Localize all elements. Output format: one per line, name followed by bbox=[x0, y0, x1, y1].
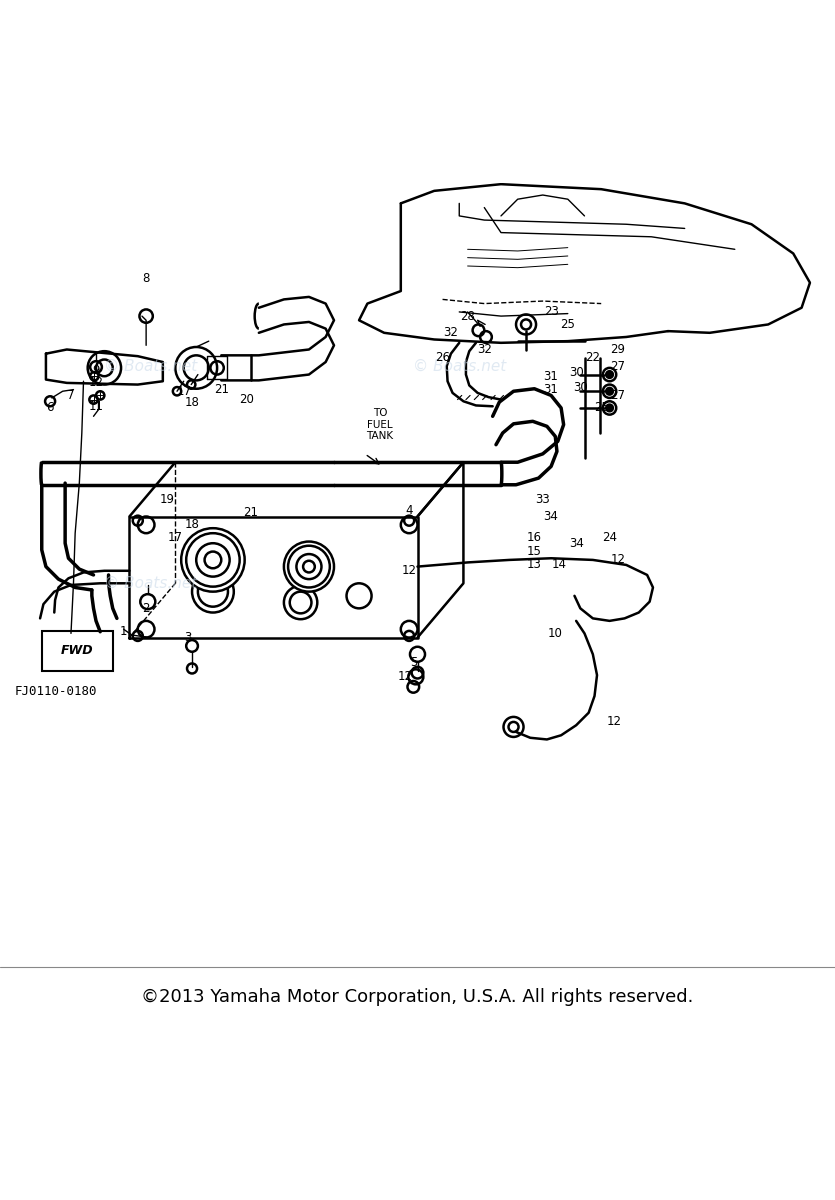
Circle shape bbox=[138, 620, 154, 637]
Circle shape bbox=[96, 360, 113, 377]
Text: 6: 6 bbox=[47, 402, 53, 414]
Text: 12: 12 bbox=[402, 564, 417, 577]
Text: 17: 17 bbox=[176, 385, 191, 397]
Text: 5: 5 bbox=[410, 656, 417, 670]
Circle shape bbox=[509, 722, 519, 732]
Text: 17: 17 bbox=[168, 530, 183, 544]
Text: 2: 2 bbox=[143, 602, 149, 614]
Circle shape bbox=[401, 620, 418, 637]
Circle shape bbox=[606, 388, 613, 395]
Text: 16: 16 bbox=[527, 530, 542, 544]
Text: 12: 12 bbox=[610, 553, 625, 566]
Text: FJ0110-0180: FJ0110-0180 bbox=[15, 685, 98, 698]
Text: TO
FUEL
TANK: TO FUEL TANK bbox=[367, 408, 393, 442]
Text: ©2013 Yamaha Motor Corporation, U.S.A. All rights reserved.: ©2013 Yamaha Motor Corporation, U.S.A. A… bbox=[141, 988, 694, 1006]
Circle shape bbox=[606, 404, 613, 412]
Text: 34: 34 bbox=[569, 536, 584, 550]
Text: 30: 30 bbox=[569, 366, 584, 379]
Circle shape bbox=[401, 516, 418, 533]
Text: 32: 32 bbox=[477, 343, 492, 356]
Text: 29: 29 bbox=[610, 343, 625, 356]
Text: 30: 30 bbox=[573, 380, 588, 394]
Text: 12: 12 bbox=[89, 377, 104, 389]
Circle shape bbox=[192, 571, 234, 612]
Circle shape bbox=[347, 583, 372, 608]
Circle shape bbox=[284, 541, 334, 592]
Text: 7: 7 bbox=[68, 389, 74, 402]
Text: 24: 24 bbox=[602, 530, 617, 544]
Text: 27: 27 bbox=[610, 360, 625, 373]
Circle shape bbox=[186, 533, 240, 587]
Text: 15: 15 bbox=[527, 545, 542, 558]
Circle shape bbox=[288, 546, 330, 588]
Text: © Boats.net: © Boats.net bbox=[104, 576, 197, 590]
Text: 28: 28 bbox=[460, 310, 475, 323]
Circle shape bbox=[88, 352, 121, 384]
Circle shape bbox=[290, 592, 311, 613]
Text: 21: 21 bbox=[243, 506, 258, 518]
Circle shape bbox=[284, 586, 317, 619]
Text: 18: 18 bbox=[185, 396, 200, 409]
Text: 23: 23 bbox=[544, 306, 559, 318]
Text: © Boats.net: © Boats.net bbox=[104, 359, 197, 373]
Text: FWD: FWD bbox=[61, 644, 94, 658]
Text: 12: 12 bbox=[397, 671, 412, 683]
Text: 8: 8 bbox=[143, 272, 149, 286]
Circle shape bbox=[198, 577, 228, 607]
Circle shape bbox=[296, 554, 321, 580]
Circle shape bbox=[303, 560, 315, 572]
Text: 19: 19 bbox=[159, 493, 175, 506]
Text: © Boats.net: © Boats.net bbox=[412, 359, 506, 373]
Text: 25: 25 bbox=[594, 402, 609, 414]
Circle shape bbox=[504, 716, 524, 737]
Text: 31: 31 bbox=[544, 383, 559, 396]
Text: 22: 22 bbox=[585, 352, 600, 365]
Text: 4: 4 bbox=[406, 504, 412, 517]
Text: 12: 12 bbox=[606, 714, 621, 727]
FancyBboxPatch shape bbox=[42, 631, 113, 671]
Text: 1: 1 bbox=[120, 625, 127, 638]
Text: 21: 21 bbox=[214, 383, 229, 396]
Text: 3: 3 bbox=[185, 631, 191, 644]
Circle shape bbox=[196, 544, 230, 577]
Circle shape bbox=[181, 528, 245, 592]
Text: 27: 27 bbox=[610, 389, 625, 402]
Text: 25: 25 bbox=[560, 318, 575, 331]
Text: 31: 31 bbox=[544, 370, 559, 383]
Circle shape bbox=[138, 516, 154, 533]
Text: 33: 33 bbox=[535, 493, 550, 506]
Text: 18: 18 bbox=[185, 518, 200, 532]
Text: 11: 11 bbox=[89, 400, 104, 413]
Text: 13: 13 bbox=[527, 558, 542, 571]
Text: 20: 20 bbox=[239, 394, 254, 406]
Circle shape bbox=[205, 552, 221, 569]
Text: 14: 14 bbox=[552, 558, 567, 571]
Text: 9: 9 bbox=[93, 364, 99, 377]
Text: 10: 10 bbox=[548, 626, 563, 640]
Circle shape bbox=[606, 371, 613, 378]
Text: 32: 32 bbox=[443, 326, 458, 340]
Text: 34: 34 bbox=[544, 510, 559, 523]
Text: 26: 26 bbox=[435, 352, 450, 365]
